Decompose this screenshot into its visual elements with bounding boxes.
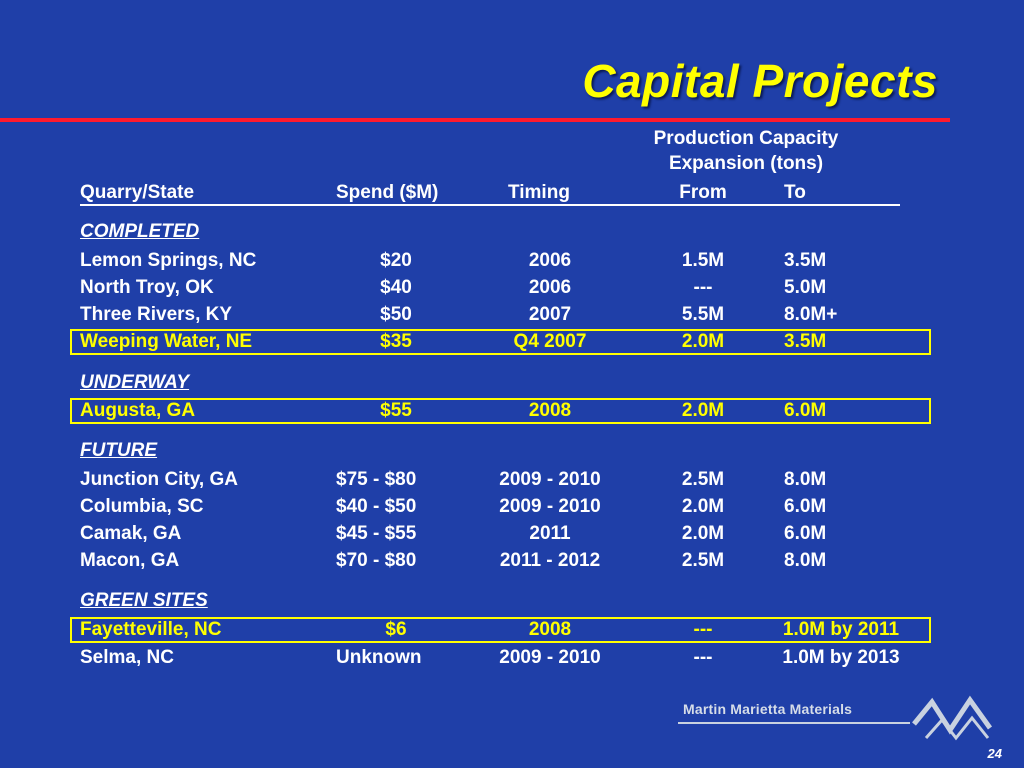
col-spend: Spend ($M) (336, 182, 439, 203)
table-row-highlighted: Augusta, GA $55 2008 2.0M 6.0M (80, 398, 920, 424)
page-number: 24 (987, 746, 1002, 761)
row-quarry: Three Rivers, KY (80, 304, 233, 325)
highlight-box (70, 398, 931, 424)
table-row-highlighted: Weeping Water, NE $35 Q4 2007 2.0M 3.5M (80, 329, 920, 355)
col-timing: Timing (508, 182, 570, 203)
row-quarry: Macon, GA (80, 550, 180, 571)
row-from: --- (693, 277, 713, 298)
mountain-peaks-icon (912, 695, 993, 741)
section-completed: COMPLETED (80, 221, 200, 242)
table-row: Three Rivers, KY $50 2007 5.5M 8.0M+ (80, 302, 920, 328)
row-timing: 2008 (528, 619, 572, 640)
row-spend: $40 - $50 (336, 496, 417, 517)
row-timing: 2011 (529, 523, 571, 544)
col-quarry: Quarry/State (80, 182, 195, 203)
table-row: Junction City, GA $75 - $80 2009 - 2010 … (80, 467, 920, 493)
row-timing: 2008 (528, 400, 572, 421)
row-from: --- (693, 619, 713, 640)
row-spend: Unknown (336, 647, 422, 668)
table-row: Macon, GA $70 - $80 2011 - 2012 2.5M 8.0… (80, 548, 920, 574)
row-from: 2.0M (681, 496, 725, 517)
capacity-header-line1: Production Capacity (653, 128, 839, 149)
header-underline (80, 204, 900, 206)
column-header-row: Quarry/State Spend ($M) Timing From To (80, 180, 910, 206)
section-underway: UNDERWAY (80, 372, 190, 393)
col-from: From (679, 182, 727, 203)
row-timing: 2009 - 2010 (499, 469, 601, 490)
row-timing: 2006 (528, 277, 572, 298)
row-quarry: Weeping Water, NE (80, 331, 253, 352)
logo-underline (678, 722, 910, 724)
row-from: 2.0M (681, 400, 725, 421)
row-from: 2.0M (681, 523, 725, 544)
row-to: 6.0M (784, 496, 827, 517)
row-to: 3.5M (784, 331, 827, 352)
row-to: 8.0M+ (784, 304, 838, 325)
row-from: 1.5M (681, 250, 725, 271)
row-from: 2.0M (681, 331, 725, 352)
row-from: --- (693, 647, 713, 668)
row-timing: 2009 - 2010 (499, 496, 601, 517)
table-row: North Troy, OK $40 2006 --- 5.0M (80, 275, 920, 301)
section-future: FUTURE (80, 440, 158, 461)
capacity-header-line2: Expansion (tons) (668, 153, 824, 174)
row-timing: 2007 (528, 304, 572, 325)
row-quarry: Fayetteville, NC (80, 619, 222, 640)
row-spend: $55 (380, 400, 412, 421)
title-divider (0, 118, 950, 122)
row-timing: 2011 - 2012 (499, 550, 601, 571)
row-from: 2.5M (681, 550, 725, 571)
row-quarry: Junction City, GA (80, 469, 238, 490)
row-spend: $75 - $80 (336, 469, 417, 490)
table-row: Selma, NC Unknown 2009 - 2010 --- 1.0M b… (80, 645, 920, 671)
table-row-highlighted: Fayetteville, NC $6 2008 --- 1.0M by 201… (80, 617, 920, 643)
row-spend: $35 (380, 331, 412, 352)
row-quarry: Camak, GA (80, 523, 182, 544)
row-to: 8.0M (784, 469, 827, 490)
row-timing: 2009 - 2010 (499, 647, 601, 668)
row-to: 1.0M by 2013 (782, 647, 900, 668)
row-from: 2.5M (681, 469, 725, 490)
row-to: 8.0M (784, 550, 827, 571)
row-spend: $45 - $55 (336, 523, 417, 544)
row-to: 5.0M (784, 277, 827, 298)
row-quarry: Augusta, GA (80, 400, 196, 421)
capacity-header: Production Capacity Expansion (tons) (608, 126, 884, 176)
row-timing: 2006 (528, 250, 572, 271)
section-green-sites: GREEN SITES (80, 590, 208, 611)
row-quarry: Selma, NC (80, 647, 174, 668)
row-from: 5.5M (681, 304, 725, 325)
row-timing: Q4 2007 (513, 331, 587, 352)
page-title: Capital Projects (582, 55, 938, 107)
table-row: Columbia, SC $40 - $50 2009 - 2010 2.0M … (80, 494, 920, 520)
row-to: 6.0M (784, 523, 827, 544)
row-spend: $50 (380, 304, 412, 325)
highlight-box (70, 329, 931, 355)
row-to: 1.0M by 2011 (782, 619, 900, 640)
row-quarry: Columbia, SC (80, 496, 204, 517)
table-row: Lemon Springs, NC $20 2006 1.5M 3.5M (80, 248, 920, 274)
col-to: To (784, 182, 806, 203)
row-spend: $6 (385, 619, 407, 640)
row-to: 6.0M (784, 400, 827, 421)
row-spend: $70 - $80 (336, 550, 417, 571)
highlight-box (70, 617, 931, 643)
row-to: 3.5M (784, 250, 827, 271)
row-spend: $20 (380, 250, 412, 271)
row-quarry: Lemon Springs, NC (80, 250, 257, 271)
company-logo-text: Martin Marietta Materials (683, 701, 853, 717)
table-row: Camak, GA $45 - $55 2011 2.0M 6.0M (80, 521, 920, 547)
row-spend: $40 (380, 277, 412, 298)
row-quarry: North Troy, OK (80, 277, 214, 298)
